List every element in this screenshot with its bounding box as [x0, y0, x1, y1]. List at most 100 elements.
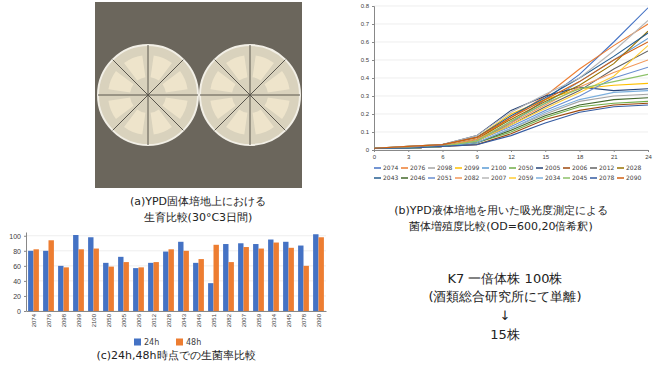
dish-sector [250, 95, 300, 96]
legend-swatch [455, 167, 462, 169]
legend: 24h48h [134, 338, 201, 347]
grid [26, 236, 326, 311]
y-tick-label: 0 [17, 308, 21, 315]
x-tick-label: 2006 [136, 313, 142, 327]
colony-streak [162, 98, 187, 119]
x-axis: 2074207620982099210020502005200620122028… [27, 312, 327, 328]
bar [223, 244, 228, 311]
grid-line [26, 265, 326, 266]
series-line [374, 42, 648, 148]
grid-line [26, 250, 326, 251]
grid-line [26, 295, 326, 296]
bar [43, 251, 48, 311]
dish-sector [250, 45, 251, 95]
x-tick-mark [511, 150, 512, 152]
y-tick-mark [24, 236, 26, 237]
y-tick: 0.8 [361, 3, 374, 9]
grid-line [374, 96, 648, 97]
legend-label: 2051 [437, 174, 452, 181]
dish-sector [98, 95, 148, 96]
series-line [374, 105, 648, 148]
x-tick-label: 6 [441, 154, 445, 160]
y-tick: 0.7 [361, 21, 374, 27]
x-tick: 2051 [211, 313, 217, 327]
bar [118, 257, 123, 311]
legend-swatch [176, 339, 183, 346]
y-tick-mark [372, 6, 374, 7]
x-tick: 12 [508, 150, 515, 160]
x-tick-mark [408, 150, 409, 152]
bar [184, 251, 189, 311]
series-line [374, 60, 648, 148]
y-tick-mark [372, 78, 374, 79]
grid-line [374, 24, 648, 25]
x-tick: 2074 [31, 313, 37, 327]
colony-streak [253, 109, 274, 134]
x-tick-mark [443, 150, 444, 152]
y-tick-label: 0.7 [361, 21, 370, 27]
bar [259, 249, 264, 311]
y-axis: 00.10.20.30.40.50.60.70.8 [361, 3, 375, 153]
series-line [374, 46, 648, 149]
dish-sector [250, 95, 251, 145]
caption: (c)24h,48h時点での生菌率比較 [96, 349, 255, 362]
x-tick-label: 18 [577, 154, 584, 160]
y-tick: 0.6 [361, 39, 374, 45]
x-tick-label: 0 [373, 154, 377, 160]
x-axis-line [27, 311, 327, 312]
x-tick: 15 [542, 150, 549, 160]
bar [169, 249, 174, 311]
legend-label: 2045 [572, 174, 587, 181]
bar [199, 259, 204, 311]
dish-sector [148, 95, 198, 96]
x-tick: 6 [441, 150, 445, 160]
y-tick-mark [24, 266, 26, 267]
x-tick-label: 2100 [91, 313, 97, 327]
y-tick-label: 60 [13, 263, 21, 270]
bar [109, 267, 114, 311]
petri-dish [98, 45, 198, 145]
y-tick-mark [24, 251, 26, 252]
photo-background [95, 2, 302, 188]
x-tick-label: 9 [476, 154, 480, 160]
bar [124, 262, 129, 311]
series-line [374, 8, 648, 148]
colony-streak [226, 109, 247, 134]
legend-swatch [509, 167, 516, 169]
x-tick: 2076 [46, 313, 52, 327]
legend-label: 2005 [545, 164, 560, 171]
grid-line [374, 78, 648, 79]
bar [178, 242, 183, 311]
legend-label: 2090 [626, 174, 641, 181]
x-tick-mark [614, 150, 615, 152]
caption: 菌体増殖度比較(OD=600,20倍希釈) [409, 220, 592, 233]
bar [229, 262, 234, 311]
bar [79, 249, 84, 311]
grid-line [26, 280, 326, 281]
y-tick-mark [24, 281, 26, 282]
legend-label: 2059 [518, 174, 533, 181]
x-tick-label: 2076 [46, 313, 52, 327]
y-tick-label: 0 [366, 147, 370, 153]
caption: (b)YPD液体培地を用いた吸光度測定による [394, 204, 607, 217]
series-line [374, 38, 648, 148]
y-tick-mark [372, 60, 374, 61]
x-tick: 2043 [181, 313, 187, 327]
x-tick-label: 2046 [196, 313, 202, 327]
legend-label: 2043 [383, 174, 398, 181]
grid-line [374, 6, 648, 7]
y-tick: 0.3 [361, 93, 374, 99]
bar [268, 240, 273, 311]
note-text: (酒類総合研究所にて単離) [428, 289, 581, 304]
legend-label: 2007 [491, 174, 506, 181]
x-tick-label: 2043 [181, 313, 187, 327]
bar [304, 266, 309, 311]
y-axis: 020406080100 [9, 233, 26, 315]
legend-swatch [401, 167, 408, 169]
legend-swatch [590, 177, 597, 179]
y-tick-mark [24, 311, 26, 312]
legend-label: 24h [144, 338, 159, 347]
y-tick-label: 0.3 [361, 93, 370, 99]
x-tick-label: 2051 [211, 313, 217, 327]
x-tick-label: 2028 [166, 313, 172, 327]
